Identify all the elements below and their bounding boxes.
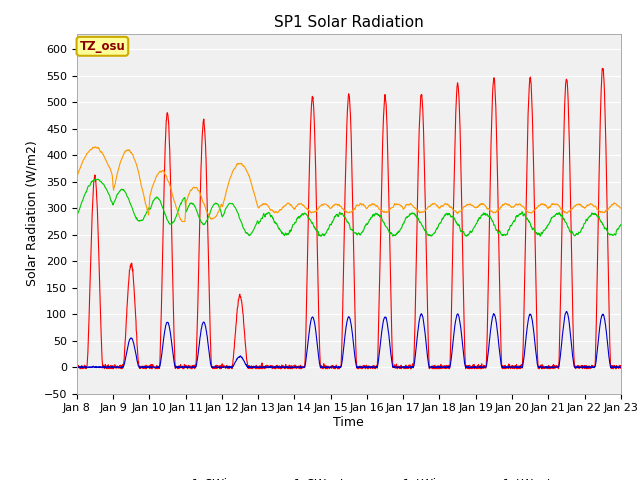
Legend: sp1_SWin, sp1_SWout, sp1_LWin, sp1_LWout: sp1_SWin, sp1_SWout, sp1_LWin, sp1_LWout (141, 473, 557, 480)
Title: SP1 Solar Radiation: SP1 Solar Radiation (274, 15, 424, 30)
X-axis label: Time: Time (333, 416, 364, 429)
Y-axis label: Solar Radiation (W/m2): Solar Radiation (W/m2) (25, 141, 38, 287)
Text: TZ_osu: TZ_osu (79, 40, 125, 53)
